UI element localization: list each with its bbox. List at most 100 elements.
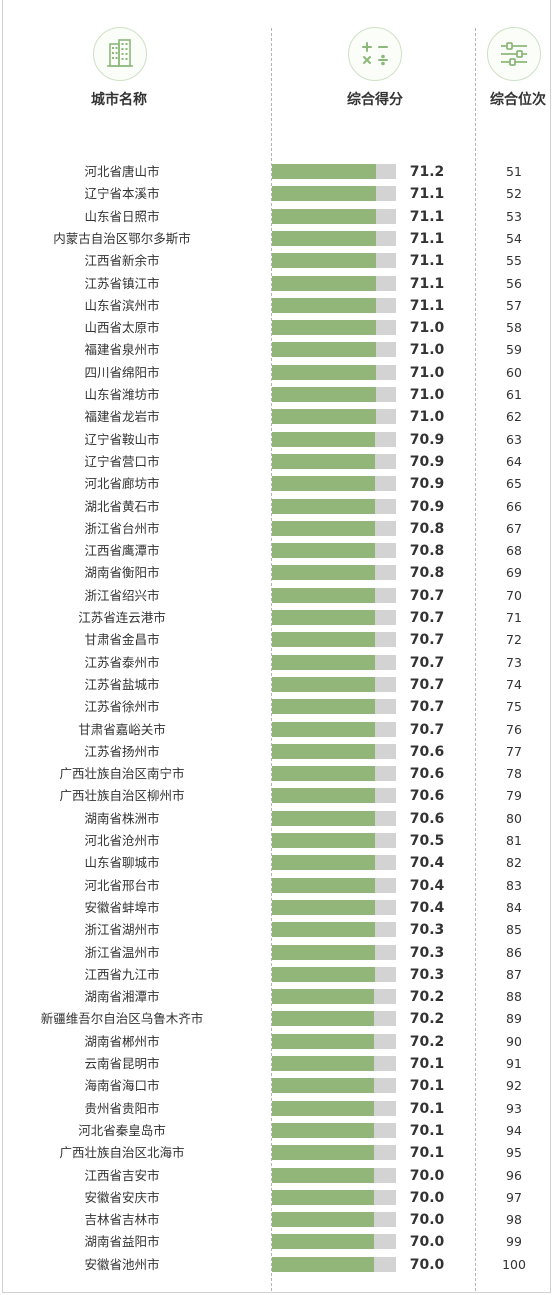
bar-track [272,833,396,848]
score-bar [272,1122,375,1138]
bar-track [272,453,396,469]
score-value: 70.6 [409,743,445,760]
city-label: 贵州省贵阳市 [84,1100,160,1116]
table-row: 河北省邢台市 70.4 83 [0,875,552,897]
score-value: 70.9 [409,498,445,515]
score-value: 70.6 [409,788,445,805]
score-bar [272,186,376,202]
score-bar [272,164,376,179]
rank-value: 85 [506,922,522,938]
score-value: 70.0 [409,1256,445,1273]
score-value: 70.0 [409,1212,445,1229]
bar-track [272,877,396,893]
rank-value: 73 [506,654,522,670]
score-value: 70.9 [409,476,445,493]
rank-value: 66 [506,498,522,514]
city-label: 湖南省株洲市 [84,810,160,826]
city-label: 安徽省蚌埠市 [84,899,160,915]
score-value: 71.0 [409,342,445,359]
score-value: 70.7 [409,654,445,671]
score-bar [272,966,375,982]
table-row: 河北省秦皇岛市 70.1 94 [0,1120,552,1142]
bar-track [272,409,396,425]
score-bar [272,1011,375,1027]
rank-value: 63 [506,431,522,447]
rank-value: 87 [506,966,522,982]
table-row: 江苏省徐州市 70.7 75 [0,696,552,718]
score-bar [272,632,376,648]
table-row: 福建省泉州市 71.0 59 [0,339,552,361]
rank-value: 86 [506,944,522,960]
city-label: 江苏省徐州市 [84,699,160,715]
rank-value: 65 [506,476,522,492]
rank-value: 76 [506,721,522,737]
city-label: 湖南省衡阳市 [84,565,160,581]
score-bar [272,1212,375,1228]
score-bar [272,1100,375,1116]
rank-value: 57 [506,297,522,313]
score-value: 71.0 [409,409,445,426]
score-bar [272,788,375,804]
score-bar [272,676,376,692]
city-label: 江西省新余市 [84,253,160,269]
bar-track [272,810,396,826]
city-label: 广西壮族自治区北海市 [59,1145,185,1161]
bar-track [272,1033,396,1049]
score-value: 70.3 [409,966,445,983]
score-bar [272,297,376,313]
score-bar [272,1256,375,1272]
score-bar [272,654,376,670]
table-row: 海南省海口市 70.1 92 [0,1075,552,1097]
table-row: 江苏省盐城市 70.7 74 [0,674,552,696]
rank-value: 77 [506,743,522,759]
score-value: 70.6 [409,810,445,827]
table-row: 浙江省温州市 70.3 86 [0,942,552,964]
score-bar [272,1234,375,1250]
city-label: 山东省日照市 [84,208,160,224]
score-bar [272,855,375,871]
score-value: 71.1 [409,297,445,314]
city-label: 辽宁省本溪市 [84,186,160,202]
city-label: 湖南省湘潭市 [84,989,160,1005]
score-value: 70.9 [409,453,445,470]
bar-track [272,632,396,648]
rank-value: 60 [506,364,522,380]
bar-track [272,1122,396,1138]
city-label: 吉林省吉林市 [84,1212,160,1228]
rank-value: 80 [506,810,522,826]
rank-value: 64 [506,453,522,469]
score-bar [272,587,376,603]
city-label: 河北省沧州市 [84,833,160,848]
rank-value: 67 [506,520,522,536]
bar-track [272,1056,396,1071]
rank-value: 96 [506,1167,522,1183]
city-label: 湖南省郴州市 [84,1033,160,1049]
bar-track [272,1100,396,1116]
city-label: 安徽省安庆市 [84,1189,160,1205]
bar-track [272,164,396,179]
score-value: 70.1 [409,1100,445,1117]
score-value: 70.7 [409,699,445,716]
score-bar [272,1056,375,1071]
table-row: 安徽省蚌埠市 70.4 84 [0,897,552,919]
score-value: 71.0 [409,387,445,403]
table-row: 湖南省衡阳市 70.8 69 [0,562,552,584]
score-value: 70.3 [409,922,445,939]
rank-value: 95 [506,1145,522,1161]
score-value: 70.1 [409,1145,445,1162]
table-row: 辽宁省鞍山市 70.9 63 [0,429,552,451]
score-bar [272,810,375,826]
bar-track [272,676,396,692]
table-row: 江苏省泰州市 70.7 73 [0,652,552,674]
bar-track [272,922,396,938]
city-label: 山东省潍坊市 [84,387,160,402]
city-label: 江西省鹰潭市 [84,543,160,559]
bar-track [272,208,396,224]
table-row: 辽宁省本溪市 71.1 52 [0,183,552,205]
city-label: 新疆维吾尔自治区乌鲁木齐市 [40,1011,204,1027]
table-row: 吉林省吉林市 70.0 98 [0,1209,552,1231]
table-row: 江苏省扬州市 70.6 77 [0,741,552,763]
header-score: 综合得分 [347,92,403,108]
rank-value: 79 [506,788,522,804]
table-row: 甘肃省金昌市 70.7 72 [0,629,552,651]
